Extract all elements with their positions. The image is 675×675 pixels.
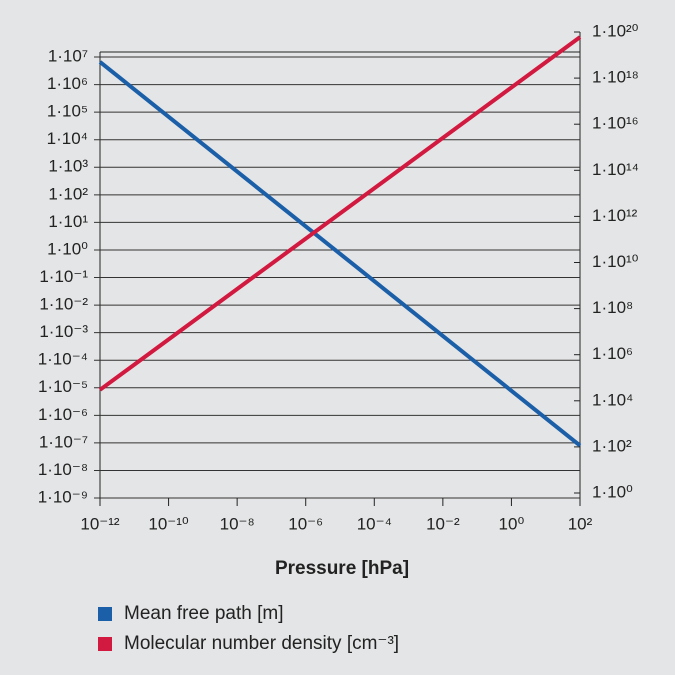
legend-label: Mean free path [m] [124,603,283,624]
y-tick-label: 1·10⁻⁷ [39,432,88,451]
y2-tick-label: 1·10⁸ [592,298,633,317]
y-tick-label: 1·10⁵ [47,102,88,121]
x-tick-label: 10⁻¹² [80,514,120,533]
y-tick-label: 1·10⁻¹ [39,267,88,286]
legend-swatch [98,607,112,621]
y-tick-label: 1·10⁴ [47,129,88,148]
y2-tick-label: 1·10¹⁶ [592,114,639,133]
y-tick-label: 1·10⁻⁶ [38,405,88,424]
x-tick-label: 10² [568,514,593,533]
y-tick-label: 1·10⁷ [48,46,88,65]
y2-tick-label: 1·10⁶ [592,344,633,363]
y-tick-label: 1·10² [48,184,88,203]
x-tick-label: 10⁰ [499,514,525,533]
y-tick-label: 1·10⁰ [47,239,88,258]
y-tick-label: 1·10³ [48,157,88,176]
x-tick-label: 10⁻⁸ [220,514,255,533]
y-tick-label: 1·10⁻⁵ [38,377,88,396]
y-tick-label: 1·10⁻³ [39,322,88,341]
y2-tick-label: 1·10²⁰ [592,21,639,40]
legend-swatch [98,637,112,651]
y-tick-label: 1·10⁻² [39,295,88,314]
y2-tick-label: 1·10¹⁸ [592,68,639,87]
y2-tick-label: 1·10⁴ [592,390,633,409]
x-tick-label: 10⁻¹⁰ [148,514,189,533]
y-tick-label: 1·10⁶ [47,74,88,93]
y-tick-label: 1·10⁻⁸ [38,460,88,479]
y-tick-label: 1·10⁻⁴ [38,350,88,369]
x-tick-label: 10⁻⁴ [357,514,392,533]
y-tick-label: 1·10⁻⁹ [38,487,88,506]
y-tick-label: 1·10¹ [48,212,88,231]
series-line [98,35,582,392]
y2-tick-label: 1·10¹⁰ [592,252,639,271]
x-tick-label: 10⁻⁶ [288,514,323,533]
x-axis-label: Pressure [hPa] [275,558,409,579]
y2-tick-label: 1·10² [592,436,632,455]
legend-label: Molecular number density [cm⁻³] [124,633,399,654]
y2-tick-label: 1·10⁰ [592,482,633,501]
y2-tick-label: 1·10¹⁴ [592,160,639,179]
series-line [98,60,582,448]
x-tick-label: 10⁻² [426,514,460,533]
y2-tick-label: 1·10¹² [592,206,638,225]
